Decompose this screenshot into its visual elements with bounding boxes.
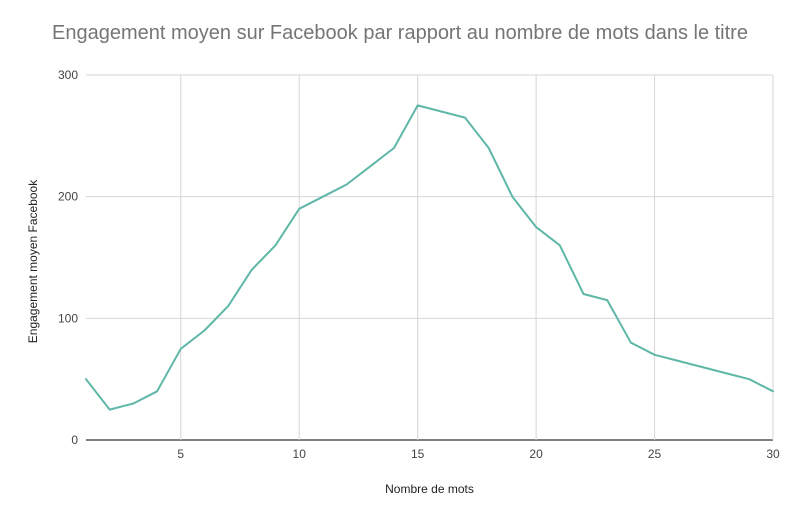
data-point — [391, 146, 396, 151]
data-point — [84, 377, 89, 382]
x-axis-title: Nombre de mots — [385, 482, 474, 496]
data-point — [415, 103, 420, 108]
x-tick-label: 20 — [529, 447, 543, 461]
series-line — [85, 104, 774, 411]
x-tick-label: 10 — [293, 447, 307, 461]
y-tick-label: 300 — [58, 68, 78, 82]
x-tick-labels: 5 10 15 20 25 30 — [177, 447, 780, 461]
y-axis-title: Engagement moyen Facebook — [26, 179, 40, 343]
series-group — [84, 103, 776, 412]
x-tick-label: 30 — [766, 447, 780, 461]
grid-lines — [86, 74, 774, 441]
data-point — [273, 243, 278, 248]
data-point — [510, 194, 515, 199]
data-point — [628, 340, 633, 345]
data-point — [320, 194, 325, 199]
data-point — [557, 243, 562, 248]
data-point — [723, 371, 728, 376]
x-tick-label: 15 — [411, 447, 425, 461]
data-point — [178, 346, 183, 351]
data-point — [344, 182, 349, 187]
y-tick-label: 200 — [58, 190, 78, 204]
data-point — [297, 206, 302, 211]
data-point — [747, 377, 752, 382]
data-point — [439, 109, 444, 114]
data-point — [131, 401, 136, 406]
data-point — [605, 298, 610, 303]
data-point — [676, 358, 681, 363]
y-tick-label: 0 — [71, 433, 78, 447]
data-point — [771, 389, 776, 394]
data-point — [202, 328, 207, 333]
data-point — [107, 407, 112, 412]
data-point — [699, 365, 704, 370]
data-point — [486, 146, 491, 151]
y-tick-label: 100 — [58, 311, 78, 325]
data-point — [581, 292, 586, 297]
y-tick-labels: 0 100 200 300 — [58, 68, 78, 447]
x-tick-label: 5 — [177, 447, 184, 461]
data-point — [534, 225, 539, 230]
data-point — [226, 304, 231, 309]
x-tick-label: 25 — [648, 447, 662, 461]
data-point — [652, 352, 657, 357]
data-point — [463, 115, 468, 120]
data-point — [249, 267, 254, 272]
data-point — [368, 164, 373, 169]
chart-title: Engagement moyen sur Facebook par rappor… — [52, 22, 748, 44]
data-point — [155, 389, 160, 394]
